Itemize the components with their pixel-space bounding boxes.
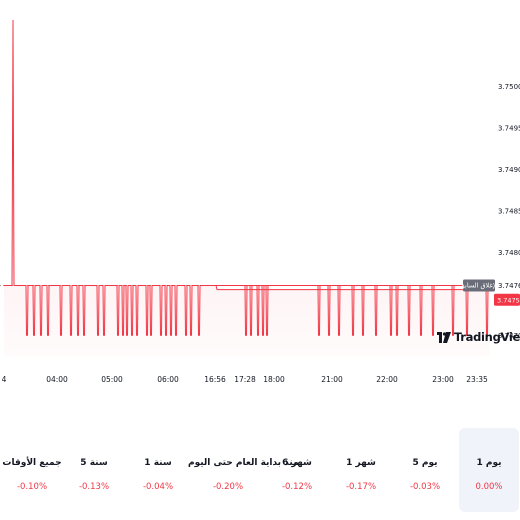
previous-close-tag-bg xyxy=(463,279,495,292)
period-change: -0.13% xyxy=(78,482,110,492)
tradingview-logo: TradingView xyxy=(437,330,520,344)
current-price-value: 3.747500 xyxy=(497,296,520,304)
period-label: جميع الأوقات xyxy=(2,458,62,468)
period-change: -0.10% xyxy=(16,482,48,492)
previous-close-tag-label: الإغلاق السابق xyxy=(460,282,499,290)
previous-close-value-tag: 3.747600 xyxy=(496,279,520,292)
previous-close-value: 3.747600 xyxy=(498,282,520,290)
tradingview-logo-icon xyxy=(437,331,451,343)
period-tab[interactable]: جميع الأوقات -0.10% xyxy=(2,428,62,512)
previous-close-tag: الإغلاق السابق xyxy=(460,279,499,292)
period-change: 0.00% xyxy=(475,482,503,492)
y-tick-label: 3.750000 xyxy=(498,83,520,91)
chart-svg[interactable]: 3.750000 3.749500 3.749000 3.748500 3.748000… xyxy=(0,0,520,400)
period-label: منذ بداية العام حتى اليوم xyxy=(188,458,299,468)
y-tick-label: 3.747000 xyxy=(498,332,520,340)
period-tab[interactable]: 1 سنة -0.04% xyxy=(128,428,188,512)
period-label: 5 يوم xyxy=(412,458,438,468)
period-change: -0.20% xyxy=(212,482,244,492)
y-tick-label: 3.748500 xyxy=(498,207,520,215)
current-price-tag: 3.747500 xyxy=(494,293,520,306)
period-tab[interactable]: 1 يوم 0.00% xyxy=(459,428,519,512)
period-tab[interactable]: منذ بداية العام حتى اليوم -0.20% xyxy=(188,428,299,512)
x-tick-label: 4 xyxy=(2,375,7,384)
x-tick-label: 22:00 xyxy=(376,375,398,384)
price-chart[interactable]: 3.750000 3.749500 3.749000 3.748500 3.748000… xyxy=(0,0,520,400)
x-tick-label: 21:00 xyxy=(321,375,343,384)
period-tab[interactable]: 5 يوم -0.03% xyxy=(395,428,455,512)
x-tick-label: 23:00 xyxy=(432,375,454,384)
x-tick-label: 16:56 xyxy=(204,375,226,384)
x-tick-label: 06:00 xyxy=(157,375,179,384)
y-tick-label: 3.749000 xyxy=(498,166,520,174)
period-tab[interactable]: 5 سنة -0.13% xyxy=(64,428,124,512)
period-label: 5 سنة xyxy=(80,458,108,468)
tradingview-logo-text: TradingView xyxy=(454,330,520,344)
period-tab[interactable]: 6 شهر -0.12% xyxy=(267,428,327,512)
period-change: -0.12% xyxy=(281,482,313,492)
period-label: 1 سنة xyxy=(144,458,172,468)
period-performance-bar: 1 يوم 0.00% 5 يوم -0.03% 1 شهر -0.17% 6 شهر -0.… xyxy=(0,428,520,512)
price-line xyxy=(4,19,490,336)
period-label: 1 شهر xyxy=(346,458,376,468)
period-change: -0.04% xyxy=(142,482,174,492)
period-change: -0.03% xyxy=(409,482,441,492)
chart-area-fill xyxy=(4,20,490,356)
y-tick-label: 3.748000 xyxy=(498,249,520,257)
y-tick-label: 3.749500 xyxy=(498,124,520,132)
period-label: 1 يوم xyxy=(476,458,502,468)
period-tab[interactable]: 1 شهر -0.17% xyxy=(331,428,391,512)
x-tick-label: 17:28 xyxy=(234,375,256,384)
x-tick-label: 05:00 xyxy=(101,375,123,384)
x-tick-label: 18:00 xyxy=(263,375,285,384)
x-tick-label: 04:00 xyxy=(46,375,68,384)
previous-close-value-bg xyxy=(496,279,520,292)
current-price-tag-bg xyxy=(494,293,520,306)
period-change: -0.17% xyxy=(345,482,377,492)
x-tick-label: 23:35 xyxy=(466,375,488,384)
period-label: 6 شهر xyxy=(282,458,312,468)
